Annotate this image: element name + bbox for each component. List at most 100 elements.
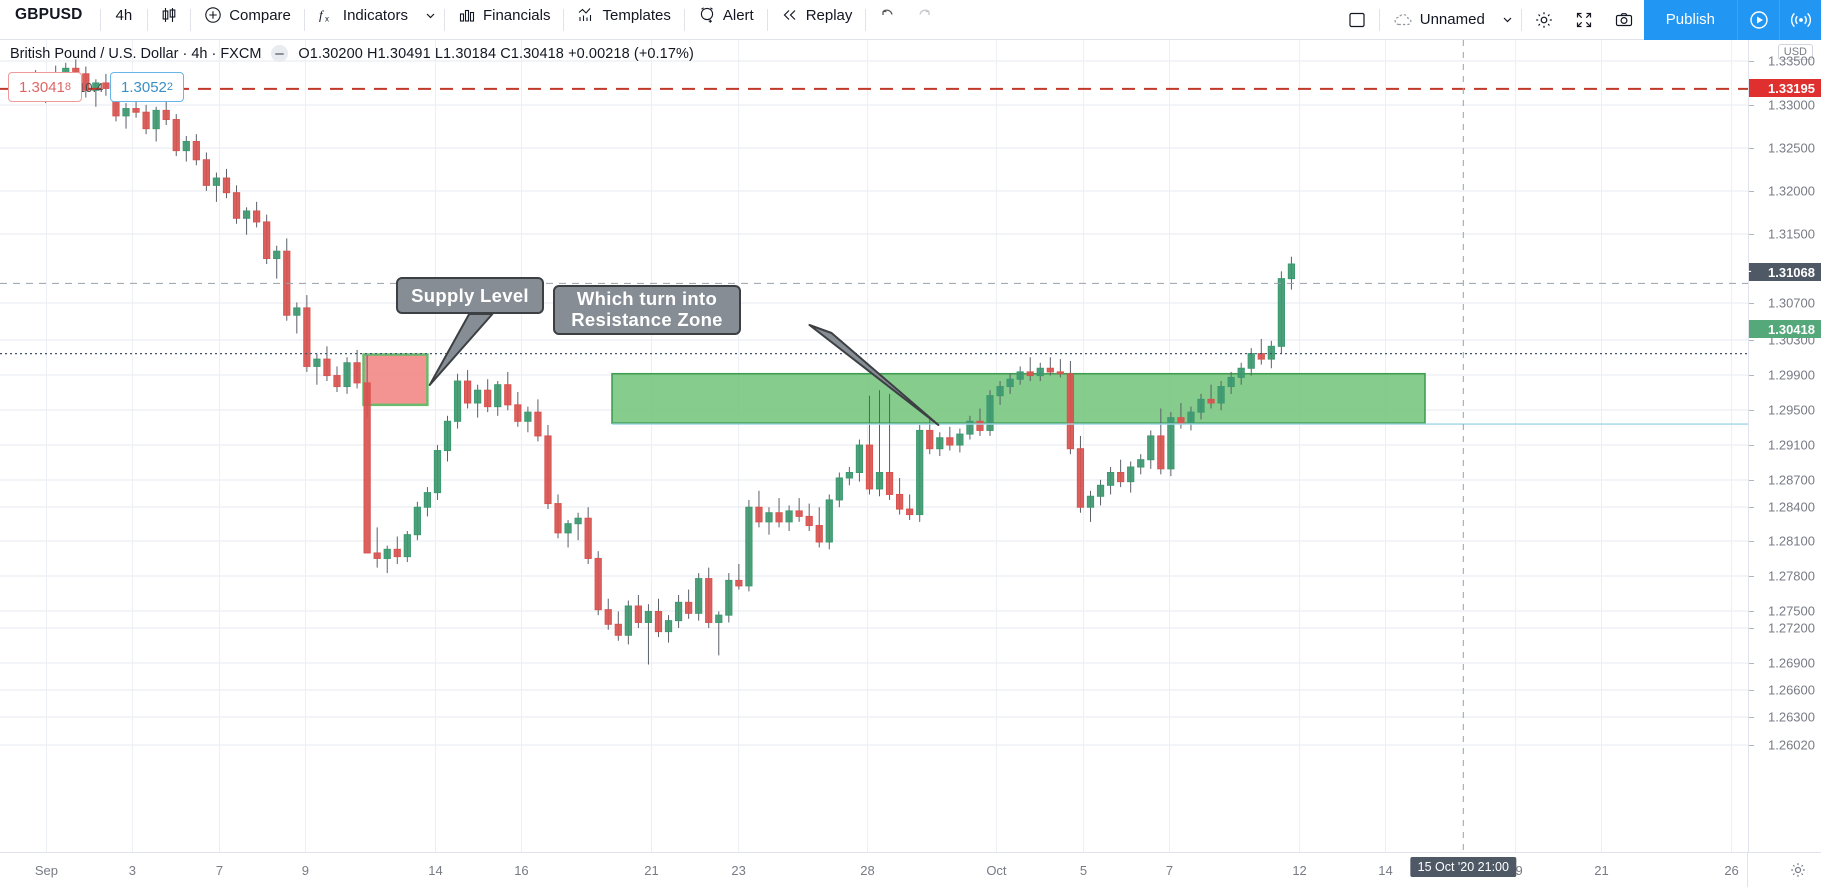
price-axis-tick-mark [1749, 375, 1754, 376]
replay-label: Replay [805, 6, 853, 24]
price-axis-tick: 1.26600 [1768, 682, 1815, 698]
divider [1747, 853, 1748, 887]
cursor-price-sup: 2 [166, 81, 174, 93]
undo-button[interactable] [869, 0, 905, 30]
broadcast-icon [1789, 9, 1813, 31]
time-axis-tick: 21 [644, 863, 659, 878]
templates-button[interactable]: Templates [567, 0, 680, 30]
play-ideas-button[interactable] [1737, 0, 1779, 40]
price-axis-tick-mark [1749, 690, 1754, 691]
toolbar-right-group: Unnamed [1337, 0, 1821, 40]
gear-icon [1534, 10, 1554, 30]
last-price-value: 1.3041 [19, 78, 65, 96]
time-axis-tick: 16 [514, 863, 529, 878]
resistance-zone-callout[interactable]: Which turn into Resistance Zone [553, 285, 741, 335]
price-axis-tick-mark [1749, 745, 1754, 746]
compare-button[interactable]: Compare [194, 0, 301, 30]
divider [303, 8, 305, 31]
replay-button[interactable]: Replay [771, 0, 863, 30]
chevron-down-icon [425, 10, 436, 21]
price-axis-tick: 1.27800 [1768, 568, 1815, 584]
supply-level-callout[interactable]: Supply Level [396, 277, 544, 314]
time-axis-tick: 5 [1079, 863, 1088, 878]
redo-arrow-icon [916, 6, 934, 24]
time-axis[interactable]: Sep3791416212328Oct57121419212615 Oct '2… [0, 852, 1821, 887]
resistance-price-pill: 1.33195 [1749, 79, 1821, 97]
time-axis-tick: 7 [215, 863, 224, 878]
price-axis-tick: 1.30700 [1768, 295, 1815, 311]
snapshot-button[interactable] [1605, 5, 1643, 35]
svg-text:f: f [319, 8, 325, 23]
divider [190, 8, 192, 31]
divider [865, 8, 867, 31]
save-layout-button[interactable]: Unnamed [1383, 5, 1495, 35]
price-axis-tick-mark [1749, 480, 1754, 481]
plus-circle-icon [204, 6, 222, 24]
time-axis-tick: 12 [1292, 863, 1307, 878]
fullscreen-icon [1574, 10, 1594, 30]
symbol-button[interactable]: GBPUSD [1, 0, 97, 30]
toolbar-spacer [944, 0, 1336, 39]
divider [1520, 8, 1522, 31]
bar-chart-icon [458, 6, 476, 24]
currency-chip: USD [1777, 44, 1813, 60]
camera-icon [1614, 10, 1634, 30]
compare-label: Compare [229, 6, 291, 24]
fullscreen-button[interactable] [1565, 5, 1603, 35]
price-axis[interactable]: USD 1.33500 1.33000 1.32500 1.32000 1.31500 1… [1742, 40, 1821, 852]
layout-select-button[interactable] [1338, 5, 1376, 35]
price-axis-tick: 1.27500 [1768, 603, 1815, 619]
price-axis-tick: 1.26300 [1768, 709, 1815, 725]
time-axis-tick: 28 [860, 863, 875, 878]
price-axis-tick-mark [1749, 576, 1754, 577]
supply-level-callout-text: Supply Level [411, 284, 529, 306]
chart-style-button[interactable] [151, 0, 187, 30]
price-axis-tick-mark [1749, 61, 1754, 62]
chart-pane[interactable] [0, 40, 1748, 852]
time-axis-tick: 9 [301, 863, 310, 878]
financials-button[interactable]: Financials [448, 0, 561, 30]
price-axis-tick: 1.28400 [1768, 499, 1815, 515]
cloud-icon [1393, 11, 1413, 29]
price-axis-tick: 1.31500 [1768, 226, 1815, 242]
interval-button[interactable]: 4h [104, 0, 145, 30]
broadcast-button[interactable] [1779, 0, 1821, 40]
publish-button[interactable]: Publish [1643, 0, 1737, 40]
play-circle-icon [1748, 9, 1770, 31]
alert-label: Alert [722, 6, 754, 24]
price-axis-tick-mark [1749, 611, 1754, 612]
time-axis-tick: 23 [731, 863, 746, 878]
price-axis-tick-mark [1749, 445, 1754, 446]
gear-icon[interactable] [1789, 861, 1807, 884]
resistance-zone-callout-line1: Which turn into [576, 288, 718, 310]
single-layout-icon [1347, 10, 1367, 30]
price-axis-tick: 1.32000 [1768, 183, 1815, 199]
time-axis-tick: 14 [428, 863, 443, 878]
price-axis-tick-mark [1749, 234, 1754, 235]
price-axis-tick-mark [1749, 191, 1754, 192]
redo-button[interactable] [907, 0, 943, 30]
candlestick-canvas [0, 40, 1748, 852]
price-axis-tick-mark [1749, 105, 1754, 106]
settings-button[interactable] [1525, 5, 1563, 35]
divider [563, 8, 565, 31]
time-axis-tick: 21 [1594, 863, 1609, 878]
last-price-badge-red: 1.3041 8 [8, 72, 83, 102]
mini-axis-label: 10.4 [78, 80, 104, 95]
indicators-dropdown-button[interactable] [420, 0, 441, 30]
layout-name-label: Unnamed [1419, 11, 1485, 28]
cursor-price-badge-blue: 1.3052 2 [110, 72, 185, 102]
time-crosshair-label: 15 Oct '20 21:00 [1410, 857, 1516, 877]
interval-label: 4h [115, 6, 133, 24]
price-axis-tick-mark [1749, 410, 1754, 411]
symbol-label: GBPUSD [15, 6, 83, 23]
divider [1378, 8, 1380, 31]
layout-menu-button[interactable] [1497, 5, 1518, 35]
price-axis-tick-mark [1749, 340, 1754, 341]
alert-button[interactable]: Alert [688, 0, 764, 30]
price-axis-tick-mark [1749, 303, 1754, 304]
time-axis-tick: Sep [34, 863, 59, 878]
price-axis-tick: 1.27200 [1768, 620, 1815, 636]
